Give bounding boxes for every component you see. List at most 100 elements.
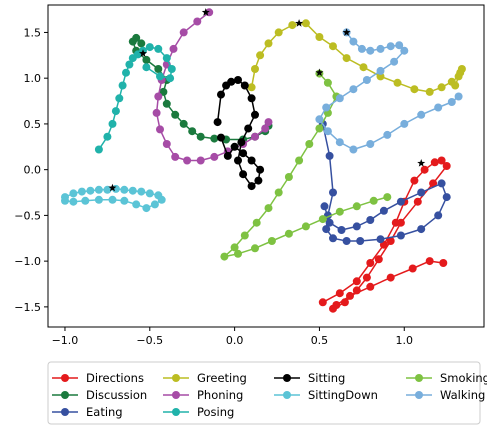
data-point-greeting [451, 81, 460, 90]
legend-item-posing: Posing [163, 405, 234, 419]
legend-marker-eating [61, 408, 69, 416]
data-point-discussion [188, 127, 197, 136]
data-point-walking [366, 140, 375, 148]
y-tick-label: −1.5 [14, 301, 41, 314]
data-point-smoking [230, 243, 239, 252]
legend-item-greeting: Greeting [163, 371, 247, 385]
data-point-phoning [154, 92, 163, 101]
data-point-posing [103, 132, 112, 141]
start-marker-posing [139, 49, 147, 57]
data-point-sittingdown [103, 185, 112, 194]
data-point-sitting [217, 133, 225, 142]
legend-item-sitting: Sitting [274, 371, 345, 385]
data-point-eating [320, 202, 329, 211]
data-point-sitting [240, 81, 249, 90]
data-point-phoning [264, 118, 273, 127]
y-tick-label: 1.0 [24, 72, 42, 85]
data-point-greeting [393, 78, 402, 87]
data-point-eating [417, 225, 426, 234]
data-point-smoking [295, 156, 304, 165]
data-point-eating [366, 216, 375, 224]
data-point-walking [417, 110, 426, 119]
data-point-sittingdown [61, 196, 69, 205]
data-point-eating [325, 218, 334, 227]
data-point-sitting [217, 90, 225, 99]
data-point-discussion [128, 37, 137, 46]
data-point-discussion [179, 119, 188, 128]
data-point-smoking [383, 193, 392, 202]
legend-marker-discussion [61, 391, 69, 399]
legend-label-discussion: Discussion [86, 388, 147, 402]
data-point-smoking [369, 196, 378, 205]
data-point-directions [346, 291, 354, 300]
y-tick-label: 0.0 [24, 164, 42, 177]
legend-item-directions: Directions [52, 371, 144, 385]
data-point-sittingdown [108, 195, 117, 204]
data-point-directions [439, 259, 448, 267]
series-line-directions [322, 159, 448, 310]
data-point-smoking [352, 202, 361, 211]
data-point-smoking [335, 207, 344, 216]
data-point-greeting [329, 42, 337, 51]
start-marker-greeting [295, 19, 304, 27]
start-marker-directions [417, 159, 426, 167]
data-point-sittingdown [128, 186, 137, 195]
data-point-smoking [264, 204, 273, 213]
data-point-posing [162, 54, 171, 63]
data-point-directions [374, 255, 383, 264]
legend-label-walking: Walking [440, 388, 485, 402]
data-point-sittingdown [132, 200, 141, 209]
data-point-directions [362, 273, 371, 282]
data-point-phoning [162, 140, 171, 148]
data-point-smoking [220, 252, 229, 261]
data-point-walking [335, 138, 344, 147]
data-point-eating [356, 237, 365, 245]
data-point-walking [447, 98, 456, 106]
data-point-greeting [301, 19, 310, 28]
data-point-walking [390, 57, 399, 66]
data-point-eating [442, 193, 451, 202]
data-point-smoking [267, 237, 276, 245]
data-point-smoking [274, 188, 283, 197]
data-point-posing [167, 65, 176, 73]
data-point-posing [111, 107, 120, 116]
data-point-directions [396, 218, 405, 227]
data-point-directions [429, 179, 438, 188]
data-point-directions [386, 237, 395, 245]
data-point-greeting [256, 51, 265, 60]
data-point-phoning [171, 152, 180, 161]
data-point-directions [408, 264, 417, 273]
series-greeting [247, 19, 466, 96]
data-point-smoking [234, 249, 242, 258]
data-point-walking [366, 46, 375, 55]
data-point-sitting [254, 176, 263, 185]
data-point-sittingdown [120, 185, 129, 194]
data-point-directions [410, 176, 419, 185]
data-point-walking [315, 115, 324, 124]
data-point-eating [434, 211, 443, 220]
data-point-walking [349, 145, 358, 154]
y-tick-label: 1.5 [24, 26, 42, 39]
data-point-sitting [251, 110, 259, 119]
start-marker-smoking [315, 68, 324, 77]
x-tick-label: −0.5 [136, 334, 163, 347]
plot-area [61, 8, 466, 313]
data-point-greeting [342, 54, 351, 63]
data-point-walking [362, 76, 371, 84]
data-point-sittingdown [142, 204, 151, 213]
data-point-sittingdown [157, 195, 166, 204]
data-point-posing [122, 68, 130, 77]
data-point-smoking [284, 229, 293, 238]
data-point-phoning [210, 152, 219, 161]
data-point-directions [335, 289, 344, 298]
data-point-phoning [193, 17, 202, 26]
data-point-eating [376, 235, 385, 244]
data-point-posing [156, 72, 164, 81]
data-point-eating [396, 231, 405, 240]
legend-item-phoning: Phoning [163, 388, 243, 402]
start-marker-sittingdown [108, 183, 117, 192]
data-point-eating [352, 222, 361, 231]
data-point-sitting [237, 138, 246, 147]
data-point-walking [349, 37, 358, 46]
legend-label-eating: Eating [86, 405, 123, 419]
